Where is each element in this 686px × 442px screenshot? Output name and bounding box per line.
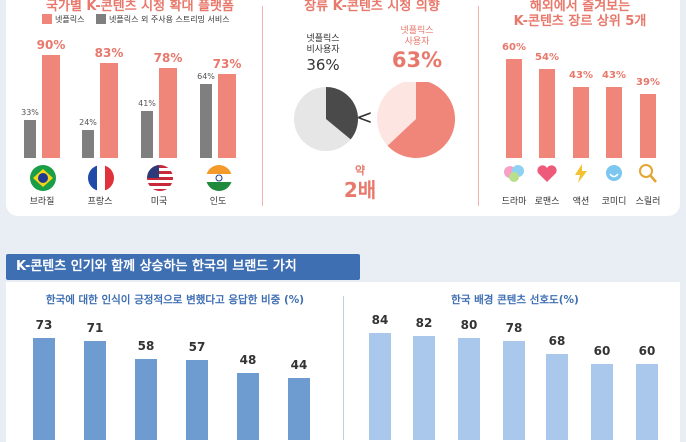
preference-bar-0	[369, 333, 391, 440]
preference-bar-1	[413, 335, 435, 440]
bar-other-3	[200, 84, 212, 158]
country-label-2: 미국	[150, 197, 168, 207]
label-other-1: 24%	[79, 118, 97, 128]
preference-bar-3	[503, 340, 525, 440]
right-section-title-2: K-콘텐츠 장르 상위 5개	[513, 14, 647, 29]
pie2-slice	[387, 82, 455, 158]
preference-bar-4	[546, 353, 568, 440]
label-netflix-0: 90%	[36, 37, 66, 52]
bottom-banner-title: K-콘텐츠 인기와 함께 상승하는 한국의 브랜드 가치	[6, 254, 360, 280]
genre-bar-2	[573, 87, 589, 158]
perception-value-1: 71	[86, 320, 104, 335]
genre-label-2: 액션	[572, 197, 590, 207]
preference-bar-2	[458, 338, 480, 440]
genre-label-0: 드라마	[501, 197, 527, 207]
pie-nonuser-name-2: 비사용자	[306, 45, 340, 55]
perception-value-2: 58	[137, 338, 155, 353]
preference-bar-5	[591, 363, 613, 440]
divider-right	[478, 6, 479, 206]
comparison-symbol: <	[356, 105, 373, 129]
bar-other-2	[141, 110, 153, 158]
thriller-icon	[639, 164, 657, 183]
label-netflix-2: 78%	[153, 51, 183, 66]
label-other-3: 64%	[197, 72, 215, 82]
label-other-0: 33%	[21, 108, 39, 118]
usa-flag-icon	[147, 165, 173, 191]
romance-icon	[537, 165, 557, 182]
perception-bar-1	[84, 340, 106, 440]
legend-other-swatch	[96, 14, 106, 24]
perception-bar-5	[288, 378, 310, 440]
preference-value-0: 84	[371, 313, 389, 328]
perception-bar-2	[135, 358, 157, 440]
genre-label-4: 스릴러	[635, 197, 661, 207]
legend-netflix-swatch	[42, 14, 52, 24]
pie-nonuser-name-1: 넷플릭스	[306, 34, 340, 44]
genre-value-2: 43%	[569, 70, 593, 82]
genre-value-0: 60%	[502, 42, 526, 53]
perception-value-3: 57	[188, 340, 206, 355]
perception-chart-title: 한국에 대한 인식이 긍정적으로 변했다고 응답한 비중 (%)	[45, 294, 305, 306]
comedy-icon	[606, 165, 622, 181]
right-section-title-1: 해외에서 즐겨보는	[529, 0, 631, 14]
legend-netflix-label: 넷플릭스	[55, 15, 85, 24]
genre-value-1: 54%	[535, 51, 559, 63]
bar-netflix-0	[42, 54, 60, 158]
annotation-double: 2배	[343, 178, 377, 202]
genre-value-3: 43%	[602, 70, 626, 82]
label-netflix-3: 73%	[212, 57, 242, 72]
legend-other-label: 넷플릭스 외 주사용 스트리밍 서비스	[109, 15, 230, 24]
bottom-divider	[343, 296, 344, 440]
bar-other-0	[24, 120, 36, 158]
genre-bar-4	[640, 93, 656, 158]
genre-label-1: 로맨스	[534, 197, 560, 207]
perception-value-4: 48	[239, 352, 257, 367]
pie-user	[377, 82, 455, 158]
preference-value-3: 78	[505, 320, 523, 335]
france-flag-icon	[88, 165, 114, 191]
pie-charts	[294, 82, 455, 158]
preference-value-4: 68	[548, 333, 566, 348]
pie-user-name-1: 넷플릭스	[400, 26, 434, 36]
perception-bar-0	[33, 337, 55, 440]
preference-value-1: 82	[415, 315, 433, 330]
preference-chart-title: 한국 배경 콘텐츠 선호도(%)	[451, 294, 579, 306]
india-flag-icon	[206, 165, 232, 191]
genre-value-4: 39%	[636, 76, 660, 88]
genre-bar-0	[506, 59, 522, 158]
divider-left	[262, 6, 263, 206]
pie-nonuser-value: 36%	[306, 56, 340, 74]
annotation-about: 약	[354, 164, 366, 177]
preference-bar-6	[636, 363, 658, 440]
preference-value-2: 80	[460, 318, 478, 333]
left-section-title: 국가별 K-콘텐츠 시청 확대 플랫폼	[46, 0, 234, 14]
label-netflix-1: 83%	[94, 45, 124, 60]
preference-value-6: 60	[638, 343, 656, 358]
pie-nonuser	[294, 87, 358, 151]
bar-netflix-3	[218, 74, 236, 158]
bar-other-1	[82, 130, 94, 158]
country-label-1: 프랑스	[87, 197, 113, 207]
mid-section-title: 장류 K-콘텐츠 시청 의향	[304, 0, 440, 14]
label-other-2: 41%	[138, 98, 156, 108]
genre-label-3: 코미디	[601, 197, 627, 207]
perception-value-0: 73	[35, 317, 53, 332]
perception-bar-3	[186, 360, 208, 440]
perception-bar-4	[237, 372, 259, 440]
genre-bar-3	[606, 87, 622, 158]
country-label-0: 브라질	[29, 197, 55, 207]
bar-netflix-1	[100, 62, 118, 158]
pie-user-name-2: 사용자	[404, 37, 430, 47]
perception-value-5: 44	[290, 358, 308, 373]
action-icon	[575, 164, 587, 183]
pie-user-value: 63%	[391, 48, 443, 72]
country-label-3: 인도	[209, 197, 227, 207]
bar-netflix-2	[159, 68, 177, 158]
brazil-flag-icon	[30, 165, 56, 191]
preference-value-5: 60	[593, 343, 611, 358]
genre-bar-1	[539, 68, 555, 158]
pie1-slice	[326, 87, 358, 140]
drama-icon	[504, 165, 524, 182]
